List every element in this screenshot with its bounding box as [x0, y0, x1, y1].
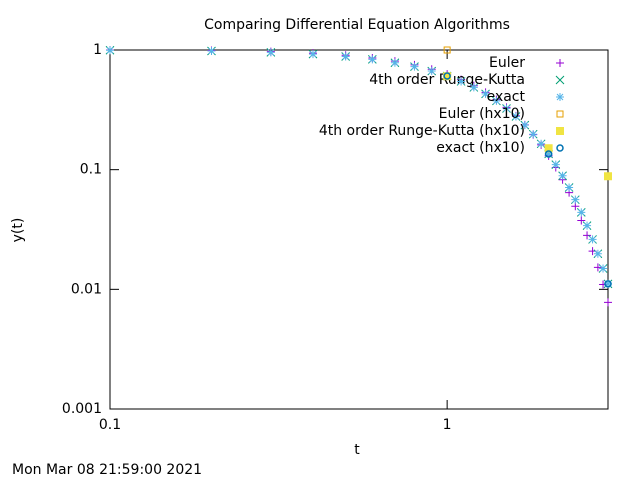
- y-tick-label: 0.001: [62, 401, 102, 417]
- data-point: [544, 149, 553, 158]
- data-point: [604, 280, 612, 288]
- data-point: [551, 160, 560, 169]
- x-tick-label: 0.1: [99, 417, 121, 433]
- data-point: [588, 235, 597, 244]
- legend-label: exact: [487, 89, 526, 105]
- data-point: [457, 77, 466, 86]
- legend-marker: [556, 144, 564, 152]
- timestamp: Mon Mar 08 21:59:00 2021: [12, 462, 202, 478]
- legend-label: Euler (hx10): [439, 106, 525, 122]
- plot-border: [109, 49, 609, 410]
- chart-title: Comparing Differential Equation Algorith…: [204, 17, 510, 33]
- data-point: [577, 208, 586, 217]
- data-point: [390, 58, 399, 67]
- data-point: [593, 249, 602, 258]
- data-point: [266, 48, 275, 57]
- y-tick-label: 1: [93, 42, 102, 58]
- x-tick-label: 1: [443, 417, 452, 433]
- data-point: [604, 298, 612, 307]
- data-point: [502, 104, 511, 113]
- data-point: [469, 83, 478, 92]
- data-point: [481, 89, 490, 98]
- y-axis-label: y(t): [10, 218, 26, 243]
- data-point: [537, 139, 546, 148]
- data-point: [565, 183, 574, 192]
- legend-label: Euler: [489, 55, 525, 71]
- y-tick-label: 0.1: [80, 162, 102, 178]
- data-point: [410, 62, 419, 71]
- data-point: [558, 171, 567, 180]
- data-point: [368, 55, 377, 64]
- data-point: [583, 221, 592, 230]
- legend-label: exact (hx10): [436, 140, 525, 156]
- legend-marker: [556, 110, 564, 118]
- data-point: [492, 96, 501, 105]
- data-point: [529, 130, 538, 139]
- data-point: [341, 52, 350, 61]
- data-point: [520, 121, 529, 130]
- data-point: [443, 72, 451, 80]
- data-point: [583, 231, 592, 240]
- data-point: [593, 263, 602, 272]
- data-point: [599, 264, 608, 273]
- data-point: [511, 112, 520, 121]
- data-point: [106, 46, 114, 55]
- data-point: [604, 172, 612, 181]
- legend-marker: [556, 127, 564, 135]
- data-point: [604, 279, 612, 288]
- legend-marker: [556, 59, 564, 67]
- data-point: [308, 50, 317, 59]
- data-point: [571, 195, 580, 204]
- data-point: [544, 150, 553, 158]
- legend-marker: [556, 93, 564, 101]
- x-axis-label: t: [354, 442, 360, 458]
- data-point: [577, 216, 586, 225]
- y-tick-label: 0.01: [71, 281, 102, 297]
- legend-marker: [555, 75, 565, 85]
- data-point: [427, 67, 436, 76]
- data-point: [443, 46, 451, 54]
- data-point: [207, 47, 216, 56]
- legend-label: 4th order Runge-Kutta (hx10): [319, 123, 525, 139]
- data-point: [544, 144, 553, 153]
